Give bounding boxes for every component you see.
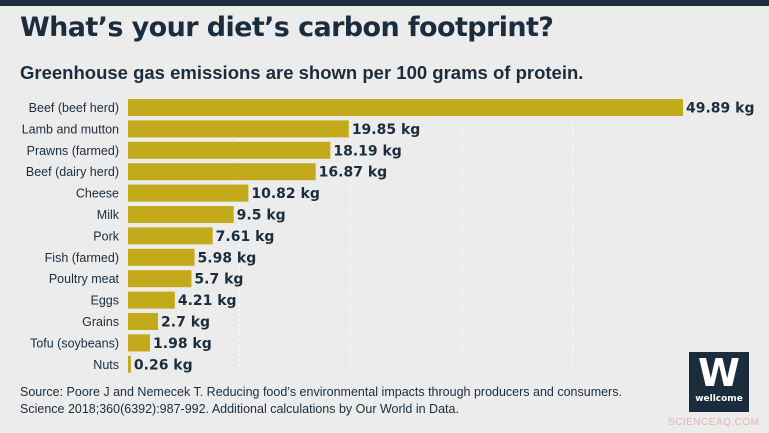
value-label: 2.7 kg (161, 315, 210, 331)
bar (128, 313, 159, 330)
category-label: Beef (beef herd) (29, 101, 119, 115)
value-label: 5.7 kg (194, 272, 243, 288)
value-label: 18.19 kg (333, 143, 402, 159)
value-label: 7.61 kg (216, 229, 275, 245)
value-label: 5.98 kg (198, 250, 257, 266)
bar (128, 99, 683, 116)
watermark: SCIENCEAQ.COM (668, 417, 760, 428)
category-label: Fish (farmed) (45, 251, 119, 265)
logo-text: wellcome (695, 394, 743, 404)
value-label: 1.98 kg (153, 336, 212, 352)
bar (128, 248, 195, 266)
category-label: Milk (97, 208, 120, 222)
category-label: Poultry meat (49, 272, 120, 286)
chart-title: What’s your diet’s carbon footprint? (20, 12, 554, 43)
value-label: 49.89 kg (686, 101, 755, 117)
bar (128, 163, 316, 181)
category-label: Nuts (93, 358, 119, 372)
wellcome-logo: W wellcome (689, 352, 749, 412)
bar (128, 141, 331, 159)
category-label: Grains (82, 315, 119, 329)
bar (128, 270, 192, 288)
bar (128, 120, 349, 138)
bar (128, 206, 234, 223)
category-label: Eggs (91, 294, 120, 308)
value-label: 10.82 kg (251, 186, 320, 202)
bar (128, 227, 213, 245)
value-label: 9.5 kg (237, 208, 286, 224)
top-bar (0, 0, 769, 6)
bar (128, 184, 249, 202)
category-label: Cheese (76, 187, 119, 201)
value-label: 19.85 kg (352, 122, 421, 138)
category-label: Tofu (soybeans) (30, 336, 119, 350)
category-label: Prawns (farmed) (27, 144, 119, 158)
bar (128, 291, 175, 309)
bar (128, 334, 151, 352)
source-note: Source: Poore J and Nemecek T. Reducing … (20, 385, 622, 416)
value-label: 0.26 kg (134, 357, 193, 373)
category-label: Lamb and mutton (22, 122, 119, 136)
bar (128, 355, 131, 373)
chart-subtitle: Greenhouse gas emissions are shown per 1… (20, 62, 584, 83)
category-label: Pork (93, 229, 119, 243)
logo-mark: W (698, 351, 740, 395)
category-label: Beef (dairy herd) (26, 165, 119, 179)
value-label: 4.21 kg (178, 293, 237, 309)
value-label: 16.87 kg (319, 165, 388, 181)
